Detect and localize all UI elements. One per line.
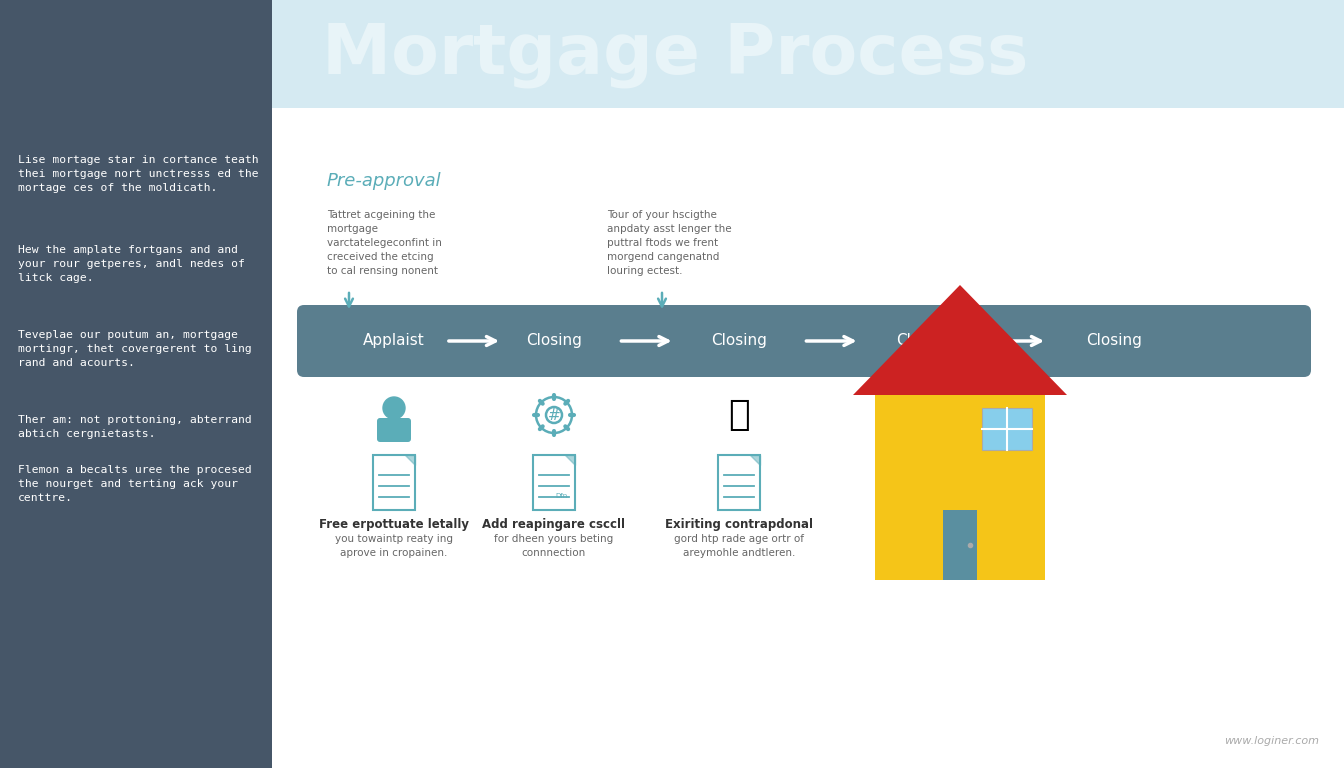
FancyBboxPatch shape: [374, 455, 415, 510]
Text: Dfn: Dfn: [556, 493, 569, 499]
Text: Tattret acgeining the: Tattret acgeining the: [327, 210, 435, 220]
Bar: [271, 108, 1344, 768]
Text: for dheen yours beting
connnection: for dheen yours beting connnection: [495, 534, 614, 558]
Text: www.loginer.com: www.loginer.com: [1224, 736, 1318, 746]
Text: louring ectest.: louring ectest.: [607, 266, 683, 276]
Text: Free erpottuate letally: Free erpottuate letally: [319, 518, 469, 531]
Polygon shape: [405, 455, 415, 465]
Bar: [271, 0, 1344, 108]
Text: 🐦: 🐦: [728, 398, 750, 432]
Text: Applaist: Applaist: [363, 333, 425, 349]
Text: Closing: Closing: [526, 333, 582, 349]
FancyBboxPatch shape: [297, 305, 1310, 377]
Text: Closing: Closing: [711, 333, 767, 349]
Bar: [943, 510, 977, 580]
Text: varctatelegeconfint in: varctatelegeconfint in: [327, 238, 442, 248]
Text: you towaintp reaty ing
aprove in cropainen.: you towaintp reaty ing aprove in cropain…: [335, 534, 453, 558]
Bar: [875, 395, 1046, 580]
Text: puttral ftods we frent: puttral ftods we frent: [607, 238, 718, 248]
Text: to cal rensing nonent: to cal rensing nonent: [327, 266, 438, 276]
Text: Teveplae our poutum an, mortgage
mortingr, thet covergerent to ling
rand and aco: Teveplae our poutum an, mortgage morting…: [17, 330, 251, 368]
Text: morgend cangenatnd: morgend cangenatnd: [607, 252, 719, 262]
Circle shape: [383, 397, 405, 419]
Polygon shape: [564, 455, 575, 465]
Text: Pre-approval: Pre-approval: [327, 172, 442, 190]
Text: ♥: ♥: [722, 396, 757, 434]
Text: Hew the amplate fortgans and and
your rour getperes, andl nedes of
litck cage.: Hew the amplate fortgans and and your ro…: [17, 245, 245, 283]
FancyBboxPatch shape: [718, 455, 759, 510]
Text: Ther am: not prottoning, abterrand
abtich cergnietasts.: Ther am: not prottoning, abterrand abtic…: [17, 415, 251, 439]
Text: gord htp rade age ortr of
areymohle andtleren.: gord htp rade age ortr of areymohle andt…: [673, 534, 804, 558]
Text: Flemon a becalts uree the procesed
the nourget and terting ack your
centtre.: Flemon a becalts uree the procesed the n…: [17, 465, 251, 503]
FancyBboxPatch shape: [534, 455, 575, 510]
Text: Closing: Closing: [896, 333, 952, 349]
Bar: [0, 0, 271, 768]
Text: mortgage: mortgage: [327, 224, 378, 234]
Text: anpdaty asst lenger the: anpdaty asst lenger the: [607, 224, 731, 234]
Text: creceived the etcing: creceived the etcing: [327, 252, 434, 262]
Text: Add reapingare csccll: Add reapingare csccll: [482, 518, 625, 531]
Text: Mortgage Process: Mortgage Process: [323, 21, 1028, 88]
Polygon shape: [853, 285, 1067, 395]
FancyBboxPatch shape: [378, 418, 411, 442]
Text: Tour of your hscigthe: Tour of your hscigthe: [607, 210, 716, 220]
Text: #: #: [547, 408, 560, 422]
Polygon shape: [750, 455, 759, 465]
Text: Exiriting contrapdonal: Exiriting contrapdonal: [665, 518, 813, 531]
Bar: [982, 408, 1032, 450]
Text: Closing: Closing: [1086, 333, 1142, 349]
Text: Lise mortage star in cortance teath
thei mortgage nort unctresss ed the
mortage : Lise mortage star in cortance teath thei…: [17, 155, 258, 193]
